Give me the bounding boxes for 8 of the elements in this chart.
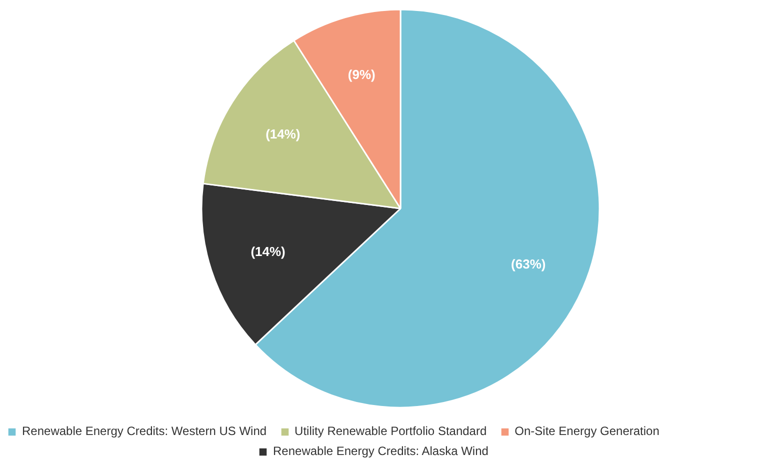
data-label: (63%) [511,256,546,272]
legend-label: On-Site Energy Generation [514,424,660,438]
data-label: (14%) [250,244,286,260]
data-label: (14%) [266,126,300,142]
data-label: (9%) [348,67,376,82]
legend-label: Utility Renewable Portfolio Standard [294,424,487,438]
legend-label: Renewable Energy Credits: Western US Wind [22,424,267,438]
legend-label: Renewable Energy Credits: Alaska Wind [273,444,488,458]
